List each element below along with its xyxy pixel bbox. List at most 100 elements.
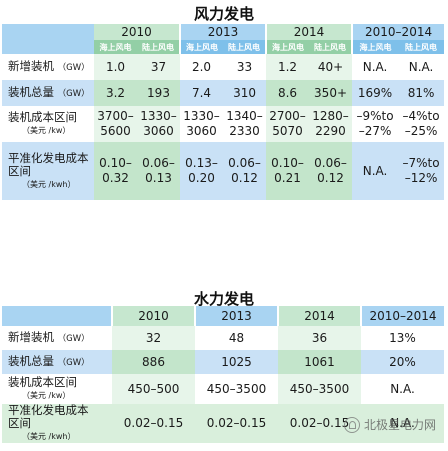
table-row: 装机总量 （GW） 886 1025 1061 20% bbox=[2, 350, 444, 374]
table-cell: 0.06– 0.12 bbox=[223, 142, 267, 200]
table-cell: 1.0 bbox=[94, 54, 137, 80]
header-corner bbox=[2, 306, 112, 326]
table-cell: 33 bbox=[223, 54, 267, 80]
table-cell: 450–3500 bbox=[278, 374, 361, 404]
table-cell: 8.6 bbox=[266, 80, 310, 106]
table-cell: 0.06– 0.13 bbox=[137, 142, 181, 200]
table-cell: 36 bbox=[278, 326, 361, 350]
row-label: 平准化发电成本 区间 （美元 /kwh） bbox=[2, 404, 112, 443]
row-unit: （GW） bbox=[57, 357, 90, 368]
row-label: 装机总量 （GW） bbox=[2, 80, 94, 106]
table-cell: 450–3500 bbox=[195, 374, 278, 404]
sub-header-onshore: 陆上风电 bbox=[398, 40, 445, 54]
table-cell: 310 bbox=[223, 80, 267, 106]
row-label-text: 新增装机 bbox=[8, 329, 54, 344]
row-unit: （美元 /kwh） bbox=[22, 179, 76, 189]
row-unit: （GW） bbox=[57, 88, 90, 99]
table-cell: 0.02–0.15 bbox=[195, 404, 278, 443]
row-label: 装机成本区间 （美元 /kw） bbox=[2, 106, 94, 142]
table-cell: 81% bbox=[398, 80, 445, 106]
table-cell: N.A. bbox=[361, 374, 444, 404]
table-cell: 0.02–0.15 bbox=[112, 404, 195, 443]
table-cell: 450–500 bbox=[112, 374, 195, 404]
year-header-2014: 2014 bbox=[265, 24, 353, 40]
row-label: 装机总量 （GW） bbox=[2, 350, 112, 374]
table-cell: –9%to –27% bbox=[352, 106, 399, 142]
table-cell: 193 bbox=[137, 80, 181, 106]
row-unit: （美元 /kwh） bbox=[22, 432, 76, 441]
table-cell: –4%to –25% bbox=[398, 106, 445, 142]
hydro-power-table: 2010 2013 2014 2010–2014 新增装机 （GW） 32 48 36… bbox=[2, 306, 444, 443]
wind-power-table: 2010 2013 2014 2010–2014 海上风电 陆上风电 海上风电 … bbox=[2, 24, 445, 200]
table-row: 平准化发电成本 区间 （美元 /kwh） 0.10– 0.32 0.06– 0.13 0… bbox=[2, 142, 445, 200]
table-row: 装机成本区间 （美元 /kw） 3700– 5600 1330– 3060 1330– … bbox=[2, 106, 445, 142]
year-header-2010: 2010 bbox=[111, 306, 195, 326]
row-label: 平准化发电成本 区间 （美元 /kwh） bbox=[2, 142, 94, 200]
table-cell: 0.13– 0.20 bbox=[180, 142, 224, 200]
sub-header-onshore: 陆上风电 bbox=[309, 40, 353, 54]
sub-header-offshore: 海上风电 bbox=[351, 40, 399, 54]
table-cell: 0.06– 0.12 bbox=[309, 142, 353, 200]
table-cell: 0.10– 0.21 bbox=[266, 142, 310, 200]
table-cell: 2.0 bbox=[180, 54, 224, 80]
table-cell: –7%to –12% bbox=[398, 142, 445, 200]
table-cell: 1.2 bbox=[266, 54, 310, 80]
table-cell: 0.10– 0.32 bbox=[94, 142, 137, 200]
sub-header-offshore: 海上风电 bbox=[94, 40, 137, 54]
table-cell: 1025 bbox=[195, 350, 278, 374]
watermark-text: 北极星电力网 bbox=[363, 417, 436, 432]
row-label: 新增装机 （GW） bbox=[2, 54, 94, 80]
table-cell: 886 bbox=[112, 350, 195, 374]
sub-header-offshore: 海上风电 bbox=[265, 40, 310, 54]
table-cell: 1340– 2330 bbox=[223, 106, 267, 142]
sub-header-offshore: 海上风电 bbox=[179, 40, 224, 54]
table-cell: 169% bbox=[352, 80, 399, 106]
table-cell: 2700– 5070 bbox=[266, 106, 310, 142]
table-cell: 1330– 3060 bbox=[137, 106, 181, 142]
table-row: 新增装机 （GW） 32 48 36 13% bbox=[2, 326, 444, 350]
sub-header-onshore: 陆上风电 bbox=[223, 40, 267, 54]
year-header-2013: 2013 bbox=[179, 24, 267, 40]
row-label-text: 平准化发电成本 区间 bbox=[8, 403, 89, 430]
table-cell: 0.02–0.15 bbox=[278, 404, 361, 443]
row-label-text: 装机成本区间 bbox=[8, 375, 77, 389]
table-cell: 48 bbox=[195, 326, 278, 350]
table-cell: N.A. bbox=[352, 54, 399, 80]
watermark-logo-icon bbox=[343, 417, 360, 433]
year-header-2010: 2010 bbox=[94, 24, 181, 40]
table-cell: 1330– 3060 bbox=[180, 106, 224, 142]
row-label-text: 装机总量 bbox=[8, 84, 54, 99]
table-row: 装机成本区间 （美元 /kw） 450–500 450–3500 450–3500 N.A… bbox=[2, 374, 444, 404]
year-header-2010-2014: 2010–2014 bbox=[351, 24, 445, 40]
sub-header-onshore: 陆上风电 bbox=[137, 40, 181, 54]
row-unit: （美元 /kw） bbox=[22, 391, 71, 400]
row-label-text: 装机总量 bbox=[8, 353, 54, 368]
table-cell: 3.2 bbox=[94, 80, 137, 106]
row-label-text: 平准化发电成本 区间 bbox=[8, 150, 89, 178]
table-cell: 13% bbox=[361, 326, 444, 350]
row-label-text: 装机成本区间 bbox=[8, 110, 77, 124]
table-cell: 1280– 2290 bbox=[309, 106, 353, 142]
row-label: 新增装机 （GW） bbox=[2, 326, 112, 350]
row-unit: （GW） bbox=[57, 333, 90, 344]
table-cell: 3700– 5600 bbox=[94, 106, 137, 142]
year-header-2010-2014: 2010–2014 bbox=[360, 306, 444, 326]
row-label-text: 新增装机 bbox=[8, 58, 54, 73]
watermark: 北极星电力网 bbox=[343, 416, 436, 433]
row-unit: （美元 /kw） bbox=[22, 126, 71, 135]
table-cell: 37 bbox=[137, 54, 181, 80]
wind-power-title: 风力发电 bbox=[193, 5, 254, 23]
table-cell: 20% bbox=[361, 350, 444, 374]
table-cell: N.A. bbox=[398, 54, 445, 80]
table-cell: N.A. bbox=[361, 404, 444, 443]
row-unit: （GW） bbox=[57, 62, 90, 73]
row-label: 装机成本区间 （美元 /kw） bbox=[2, 374, 112, 404]
table-row: 平准化发电成本 区间 （美元 /kwh） 0.02–0.15 0.02–0.15 0.0… bbox=[2, 404, 444, 443]
table-cell: 32 bbox=[112, 326, 195, 350]
table-row: 新增装机 （GW） 1.0 37 2.0 33 1.2 40+ N.A. N.A. bbox=[2, 54, 445, 80]
table-cell: N.A. bbox=[352, 142, 399, 200]
header-corner bbox=[2, 24, 94, 54]
table-row: 装机总量 （GW） 3.2 193 7.4 310 8.6 350+ 169% 81% bbox=[2, 80, 445, 106]
year-header-2014: 2014 bbox=[277, 306, 361, 326]
hydro-power-title: 水力发电 bbox=[193, 290, 254, 308]
